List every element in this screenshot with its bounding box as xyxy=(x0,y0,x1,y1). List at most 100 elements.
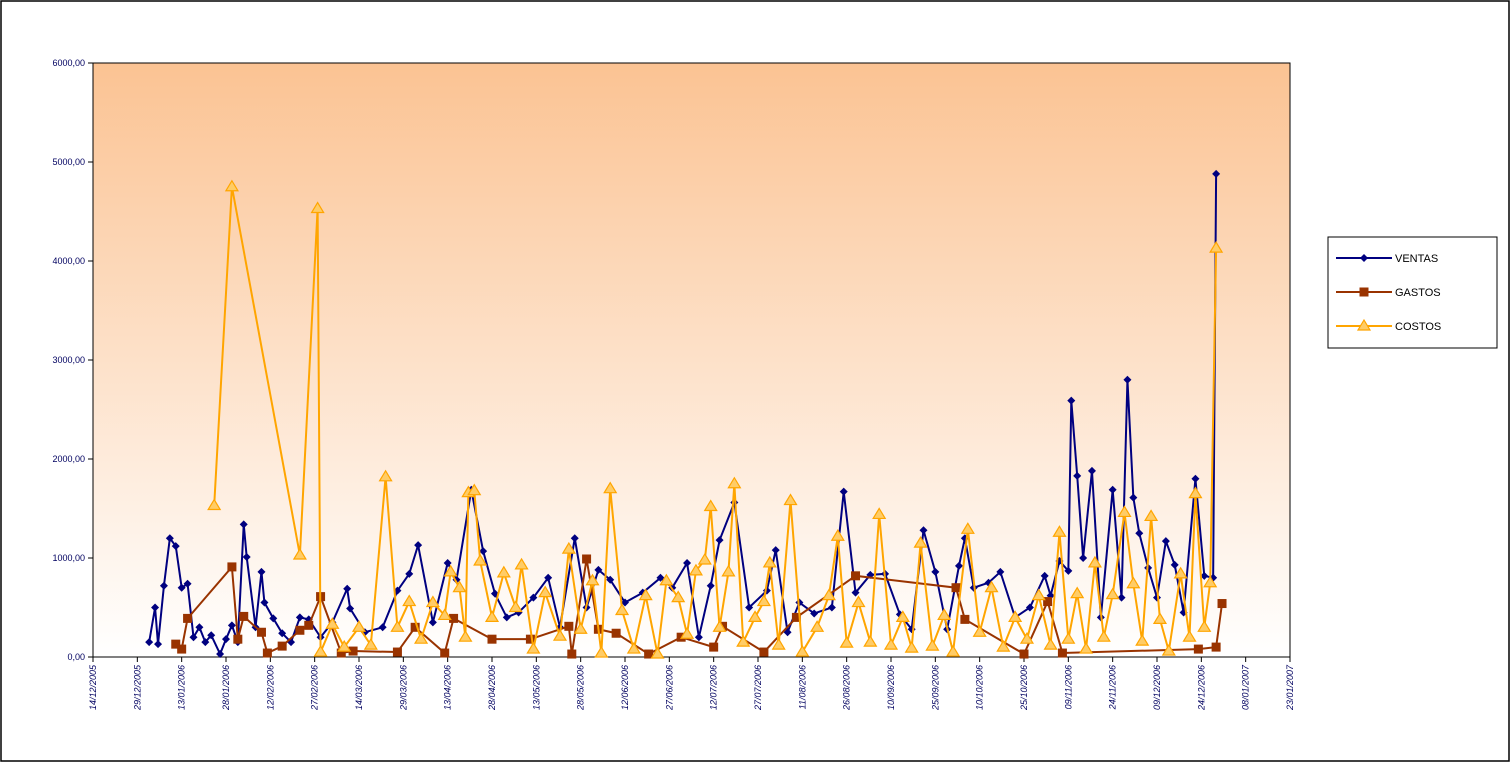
data-point xyxy=(242,553,251,562)
data-point xyxy=(1057,648,1067,658)
data-point xyxy=(680,627,695,639)
data-point xyxy=(1067,396,1076,405)
data-point xyxy=(201,638,210,647)
data-point xyxy=(1152,612,1168,624)
data-point xyxy=(683,558,692,567)
data-point xyxy=(473,553,488,566)
data-point xyxy=(747,610,763,622)
data-point xyxy=(514,557,529,570)
data-point xyxy=(1040,571,1049,580)
data-point xyxy=(260,598,269,607)
data-point xyxy=(337,639,352,652)
data-point xyxy=(224,179,239,192)
data-point xyxy=(960,614,970,624)
data-point xyxy=(310,201,325,214)
x-tick-label: 10/10/2006 xyxy=(975,665,985,710)
data-point xyxy=(402,594,417,607)
data-point xyxy=(348,646,358,656)
data-point xyxy=(972,625,987,637)
data-point xyxy=(827,603,836,612)
x-tick-label: 13/04/2006 xyxy=(443,665,453,710)
data-point xyxy=(759,647,769,657)
data-point xyxy=(277,641,287,651)
data-point xyxy=(561,541,576,554)
data-point xyxy=(295,613,304,622)
data-point xyxy=(1197,620,1212,632)
data-point xyxy=(904,640,919,653)
data-point xyxy=(795,644,810,657)
data-point xyxy=(721,564,736,577)
y-tick-label: 5000,00 xyxy=(52,157,85,167)
data-point xyxy=(1087,466,1096,475)
data-point xyxy=(552,629,568,641)
data-point xyxy=(392,647,402,657)
data-point xyxy=(694,633,703,642)
data-point xyxy=(292,547,307,560)
data-point xyxy=(262,648,272,658)
y-tick-label: 0,00 xyxy=(67,652,85,662)
data-point xyxy=(1079,554,1088,562)
data-point xyxy=(937,608,952,621)
data-point xyxy=(183,613,193,623)
data-point xyxy=(621,598,629,607)
data-point xyxy=(295,625,305,635)
data-point xyxy=(304,620,314,630)
data-point xyxy=(883,637,899,650)
data-point xyxy=(1043,637,1058,650)
data-point xyxy=(1052,525,1067,537)
data-point xyxy=(567,649,577,659)
data-point xyxy=(1212,169,1221,178)
data-point xyxy=(145,638,154,647)
x-tick-label: 27/02/2006 xyxy=(310,665,320,711)
data-point xyxy=(346,604,355,613)
data-point xyxy=(644,649,654,659)
x-tick-label: 12/07/2006 xyxy=(709,665,719,710)
data-point xyxy=(851,588,860,597)
x-tick-label: 28/01/2006 xyxy=(221,665,231,711)
x-tick-label: 10/09/2006 xyxy=(886,665,896,710)
data-point xyxy=(449,613,459,623)
data-point xyxy=(1211,642,1221,652)
data-point xyxy=(1188,486,1203,499)
data-point xyxy=(1031,588,1046,601)
data-point xyxy=(745,603,754,612)
x-tick-label: 28/04/2006 xyxy=(487,665,497,711)
y-tick-label: 6000,00 xyxy=(52,58,85,68)
data-point xyxy=(1061,632,1076,644)
data-point xyxy=(529,593,538,602)
data-point xyxy=(783,493,798,506)
data-point xyxy=(239,611,249,621)
data-point xyxy=(872,507,887,520)
data-point xyxy=(452,580,467,593)
data-point xyxy=(626,641,641,654)
y-tick-label: 4000,00 xyxy=(52,256,85,266)
data-point xyxy=(479,547,488,556)
data-point xyxy=(1217,599,1227,609)
x-tick-label: 28/05/2006 xyxy=(576,665,586,711)
data-point xyxy=(996,567,1005,576)
data-point xyxy=(1117,505,1132,518)
data-point xyxy=(996,639,1011,652)
data-point xyxy=(325,617,340,629)
data-point xyxy=(414,541,423,550)
data-point xyxy=(594,565,603,574)
data-point xyxy=(390,620,405,632)
data-point xyxy=(216,650,225,659)
data-point xyxy=(791,612,801,622)
data-point xyxy=(222,635,230,644)
data-point xyxy=(1144,509,1159,522)
data-point xyxy=(851,571,861,581)
data-point xyxy=(502,613,511,622)
data-point xyxy=(233,634,243,644)
data-point xyxy=(526,641,541,654)
data-point xyxy=(1173,566,1188,579)
data-point xyxy=(508,600,523,613)
legend-marker xyxy=(1356,318,1372,331)
data-point xyxy=(839,635,854,648)
data-point xyxy=(659,573,674,586)
legend-marker xyxy=(1360,254,1368,262)
legend-label: GASTOS xyxy=(1395,287,1441,299)
data-point xyxy=(706,581,715,590)
data-point xyxy=(810,620,825,632)
data-point xyxy=(638,588,653,601)
